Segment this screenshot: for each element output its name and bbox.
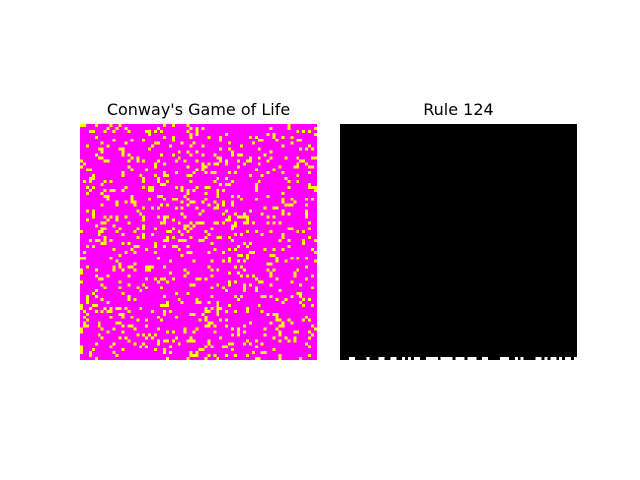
rule-panel-title: Rule 124	[423, 100, 494, 119]
rule-124-grid	[340, 124, 577, 360]
game-of-life-grid	[80, 124, 317, 360]
life-panel-title: Conway's Game of Life	[106, 100, 291, 119]
